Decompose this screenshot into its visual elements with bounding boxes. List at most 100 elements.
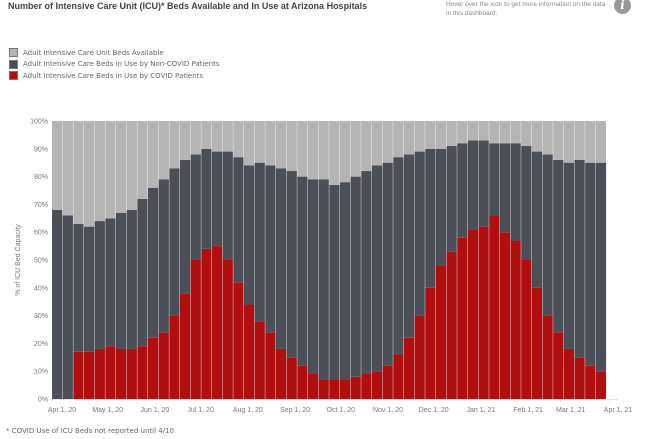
bar-segment [52,209,63,399]
x-tick-label: Oct 1, 20 [327,407,356,414]
bar-segment [115,212,127,349]
bar-segment [147,121,159,188]
bar-segment [595,162,607,372]
bar-segment [457,237,468,399]
bar-segment [286,121,297,172]
bar-segment [585,365,596,399]
bar-segment [94,348,105,399]
bar-segment [126,348,137,399]
bar-segment [350,176,361,377]
bar-segment [403,121,415,155]
bar-segment [457,121,468,144]
bar-segment [489,215,500,399]
bar-segment [393,157,404,355]
y-tick-label: 60% [34,230,48,237]
bar-segment [201,148,212,249]
bar-segment [435,121,447,149]
bar-segment [361,121,372,172]
bar-segment [457,143,468,238]
bar-segment [531,121,543,152]
x-tick-label: Jul 1, 20 [187,407,214,414]
bar-segment [105,218,116,347]
legend-item-available[interactable]: Adult Intensive Care Unit Beds Available [9,47,220,59]
x-tick-label: Apr 1, 21 [604,407,633,414]
legend-item-covid[interactable]: Adult Intensive Care Beds in Use by COVI… [9,70,220,82]
footnote: * COVID Use of ICU Beds not reported unt… [6,427,174,435]
bar-segment [254,121,265,163]
bar-segment [275,121,287,169]
bar-segment [553,121,564,160]
bar-segment [563,121,575,163]
bar-segment [137,198,148,347]
bar-segment [574,121,585,160]
bar-segment [435,148,447,266]
bar-segment [521,121,532,147]
bar-segment [297,176,308,366]
legend-swatch [9,48,18,58]
legend-item-non-covid[interactable]: Adult Intensive Care Beds in Use by Non-… [9,59,220,71]
bar-segment [137,121,148,199]
bar-segment [307,121,319,180]
bar-segment [563,348,575,399]
bar-segment [435,265,447,399]
bar-segment [94,121,105,222]
bar-segment [425,287,436,399]
x-tick-label: Jun 1, 20 [141,407,170,414]
bar-segment [574,159,585,358]
bar-segment [83,351,95,399]
y-tick-label: 80% [34,174,48,181]
bar-segment [553,332,564,399]
bar-segment [467,121,479,141]
bar-segment [222,121,233,152]
bar-segment [211,151,223,247]
legend-label: Adult Intensive Care Beds in Use by COVI… [23,71,204,80]
bar-segment [446,146,457,252]
bar-segment [510,121,521,144]
bar-segment [83,226,95,352]
bar-segment [350,376,361,399]
x-tick-label: Sep 1, 20 [280,407,310,414]
x-tick-label: Dec 1, 20 [419,407,449,414]
bar-segment [403,337,415,399]
bar-segment [233,121,244,158]
bar-segment [350,121,361,177]
bar-segment [499,143,511,233]
bar-segment [297,365,308,399]
info-icon[interactable]: i [614,0,631,14]
bar-segment [318,121,329,180]
bar-segment [499,232,511,399]
bar-segment [574,357,585,399]
bar-segment [553,159,564,333]
bar-segment [329,379,340,399]
y-tick-label: 100% [30,119,48,126]
legend: Adult Intensive Care Unit Beds Available… [9,47,220,82]
bar-segment [83,121,95,227]
bar-segment [467,229,479,399]
bar-segment [371,371,383,399]
bar-segment [137,346,148,399]
bar-segment [563,162,575,349]
bar-segment [105,121,116,219]
chart-title: Number of Intensive Care Unit (ICU)* Bed… [8,1,368,11]
y-tick-label: 70% [34,202,48,209]
bar-segment [94,221,105,349]
bar-segment [254,321,265,399]
bar-segment [361,171,372,374]
bar-segment [73,223,84,352]
bar-segment [531,151,543,288]
bar-segment [489,143,500,216]
bar-segment [62,215,73,399]
legend-swatch [9,59,18,69]
bar-segment [126,209,137,349]
bar-segment [393,121,404,158]
bar-segment [115,121,127,213]
bar-segment [52,121,63,210]
bar-segment [265,121,276,166]
bar-segment [585,121,596,163]
bar-segment [446,251,457,399]
bar-segment [73,121,84,224]
legend-label: Adult Intensive Care Beds in Use by Non-… [23,60,220,69]
x-tick-label: Mar 1, 21 [556,407,586,414]
bar-segment [297,121,308,177]
